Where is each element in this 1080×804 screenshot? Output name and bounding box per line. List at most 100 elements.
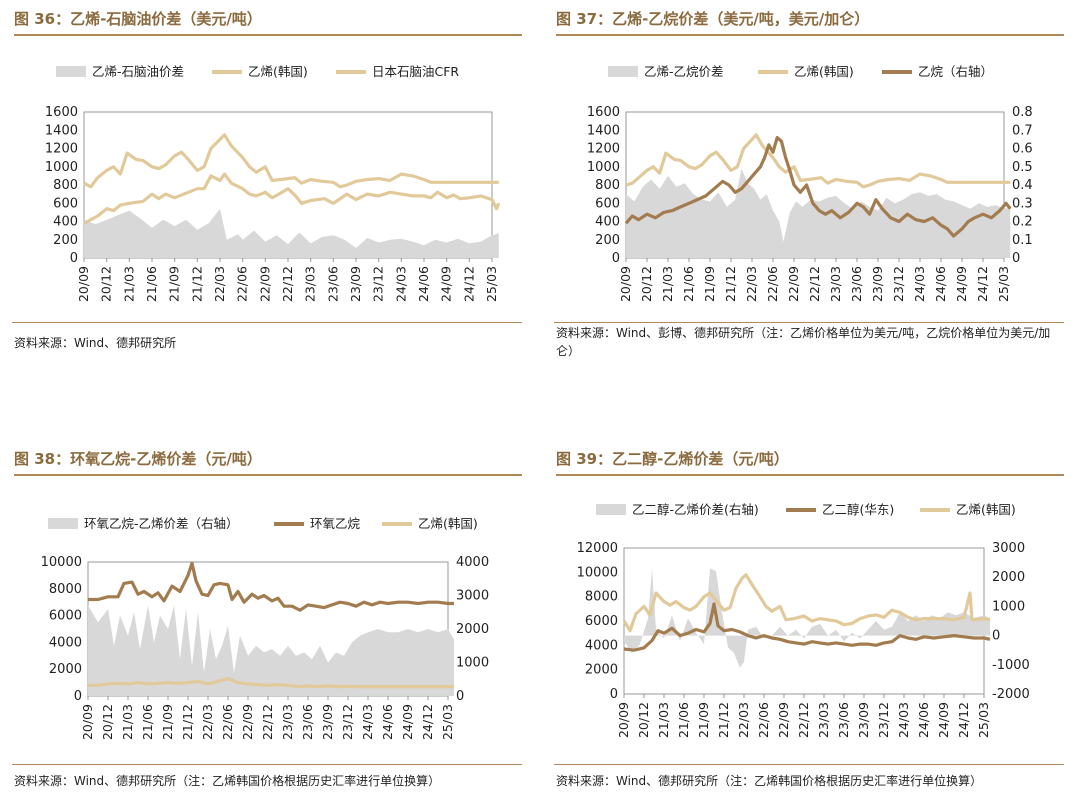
- x-tick-label: 24/06: [416, 266, 431, 302]
- legend-swatch: [608, 66, 638, 77]
- y-tick-label: 1200: [45, 142, 78, 157]
- y-tick-label: 10000: [577, 565, 618, 580]
- y2-tick-label: 4000: [456, 555, 489, 570]
- series-line: [625, 133, 1011, 189]
- x-tick-label: 21/12: [716, 702, 731, 738]
- y-tick-label: 600: [53, 196, 78, 211]
- x-tick-label: 21/03: [121, 266, 136, 302]
- x-tick-label: 23/03: [280, 704, 295, 740]
- x-tick-label: 23/03: [816, 702, 831, 738]
- chart-title: 图 39：乙二醇-乙烯价差（元/吨）: [556, 446, 1064, 476]
- chart-source: 资料来源：Wind、德邦研究所（注：乙烯韩国价格根据历史汇率进行单位换算）: [556, 774, 983, 788]
- legend-label: 乙烯-乙烷价差: [644, 64, 724, 79]
- y-tick-label: 10000: [41, 555, 82, 570]
- x-tick-label: 24/06: [916, 702, 931, 738]
- y2-tick-label: 0.4: [1012, 178, 1033, 193]
- y2-tick-label: 0.3: [1012, 196, 1033, 211]
- y-tick-label: 1600: [587, 105, 620, 120]
- x-tick-label: 22/09: [776, 702, 791, 738]
- x-tick-label: 22/03: [744, 266, 759, 302]
- y-tick-label: 800: [53, 178, 78, 193]
- x-tick-label: 24/09: [400, 704, 415, 740]
- x-tick-label: 24/03: [912, 266, 927, 302]
- chart-39: 乙二醇-乙烯价差(右轴) 乙二醇(华东) 乙烯(韩国) 0 2000 4000 6000 80…: [577, 502, 1030, 738]
- y-tick-label: 4000: [49, 635, 82, 650]
- y2-tick-label: 3000: [992, 541, 1025, 556]
- legend-label: 乙二醇-乙烯价差(右轴): [632, 502, 759, 517]
- chart-panel-39: 图 39：乙二醇-乙烯价差（元/吨） 乙二醇-乙烯价差(右轴) 乙二醇(华东) 乙烯…: [554, 444, 1066, 800]
- x-tick-label: 22/12: [280, 266, 295, 302]
- y2-tick-label: 0: [456, 689, 464, 704]
- y2-tick-label: 1000: [992, 599, 1025, 614]
- y2-tick-label: -2000: [992, 687, 1030, 702]
- x-tick-label: 23/09: [348, 266, 363, 302]
- chart-source: 资料来源：Wind、德邦研究所（注：乙烯韩国价格根据历史汇率进行单位换算）: [14, 774, 441, 788]
- y2-tick-label: -1000: [992, 658, 1030, 673]
- legend-label: 乙烯(韩国): [248, 64, 308, 79]
- x-tick-label: 24/12: [956, 702, 971, 738]
- x-tick-label: 21/03: [656, 702, 671, 738]
- x-tick-label: 20/09: [76, 266, 91, 302]
- y-tick-label: 4000: [585, 638, 618, 653]
- x-tick-label: 20/12: [99, 266, 114, 302]
- x-tick-label: 21/09: [160, 704, 175, 740]
- x-tick-label: 22/06: [765, 266, 780, 302]
- x-tick-label: 21/06: [681, 266, 696, 302]
- x-tick-label: 20/12: [100, 704, 115, 740]
- x-tick-label: 24/12: [975, 266, 990, 302]
- y-tick-label: 8000: [585, 590, 618, 605]
- x-tick-label: 22/09: [240, 704, 255, 740]
- series-area: [84, 208, 499, 258]
- x-tick-label: 23/09: [856, 702, 871, 738]
- y-tick-label: 2000: [585, 663, 618, 678]
- y2-tick-label: 0.5: [1012, 160, 1033, 175]
- x-tick-label: 24/09: [954, 266, 969, 302]
- series-area: [626, 168, 1011, 258]
- chart-36: 乙烯-石脑油价差 乙烯(韩国) 日本石脑油CFR 0 200 400 600 800 1000 1…: [45, 64, 501, 302]
- y-tick-label: 200: [53, 233, 78, 248]
- chart-source: 资料来源：Wind、德邦研究所: [14, 336, 177, 350]
- series-line: [623, 602, 991, 652]
- x-tick-label: 20/09: [618, 266, 633, 302]
- y-tick-label: 1600: [45, 105, 78, 120]
- x-tick-label: 21/06: [140, 704, 155, 740]
- series-area: [624, 568, 990, 668]
- y2-tick-label: 0: [992, 629, 1000, 644]
- y-tick-label: 1400: [45, 123, 78, 138]
- chart-panel-38: 图 38：环氧乙烷-乙烯价差（元/吨） 环氧乙烷-乙烯价差（右轴） 环氧乙烷 乙烯(…: [12, 444, 524, 800]
- x-tick-label: 21/06: [676, 702, 691, 738]
- series-line: [83, 133, 499, 189]
- y2-tick-label: 0.6: [1012, 142, 1033, 157]
- legend-label: 乙烷（右轴）: [918, 64, 993, 79]
- x-tick-label: 23/12: [340, 704, 355, 740]
- x-tick-label: 24/06: [380, 704, 395, 740]
- chart-title: 图 36：乙烯-石脑油价差（美元/吨）: [14, 6, 522, 36]
- legend-swatch: [56, 66, 86, 77]
- x-tick-label: 23/06: [325, 266, 340, 302]
- x-tick-label: 22/12: [796, 702, 811, 738]
- x-tick-label: 22/06: [235, 266, 250, 302]
- x-tick-label: 22/06: [220, 704, 235, 740]
- y-tick-label: 0: [612, 251, 620, 266]
- y-tick-label: 1200: [587, 142, 620, 157]
- legend-label: 日本石脑油CFR: [372, 64, 459, 79]
- series-line: [88, 677, 454, 689]
- y-tick-label: 400: [53, 215, 78, 230]
- x-tick-label: 20/09: [80, 704, 95, 740]
- y-tick-label: 400: [595, 215, 620, 230]
- y2-tick-label: 2000: [456, 622, 489, 637]
- x-tick-label: 23/12: [891, 266, 906, 302]
- legend-swatch: [48, 518, 78, 529]
- x-tick-label: 21/12: [723, 266, 738, 302]
- chart-panel-37: 图 37：乙烯-乙烷价差（美元/吨，美元/加仑） 乙烯-乙烷价差 乙烯(韩国) 乙烷…: [554, 4, 1066, 394]
- x-tick-label: 20/09: [616, 702, 631, 738]
- x-tick-label: 24/12: [420, 704, 435, 740]
- y2-tick-label: 2000: [992, 570, 1025, 585]
- x-tick-label: 22/06: [756, 702, 771, 738]
- y-tick-label: 0: [74, 689, 82, 704]
- x-tick-label: 22/12: [807, 266, 822, 302]
- y-tick-label: 1400: [587, 123, 620, 138]
- chart-37: 乙烯-乙烷价差 乙烯(韩国) 乙烷（右轴） 0 200 400 600 800 1000 1200…: [587, 64, 1033, 302]
- y2-tick-label: 1000: [456, 656, 489, 671]
- series-line: [83, 172, 501, 225]
